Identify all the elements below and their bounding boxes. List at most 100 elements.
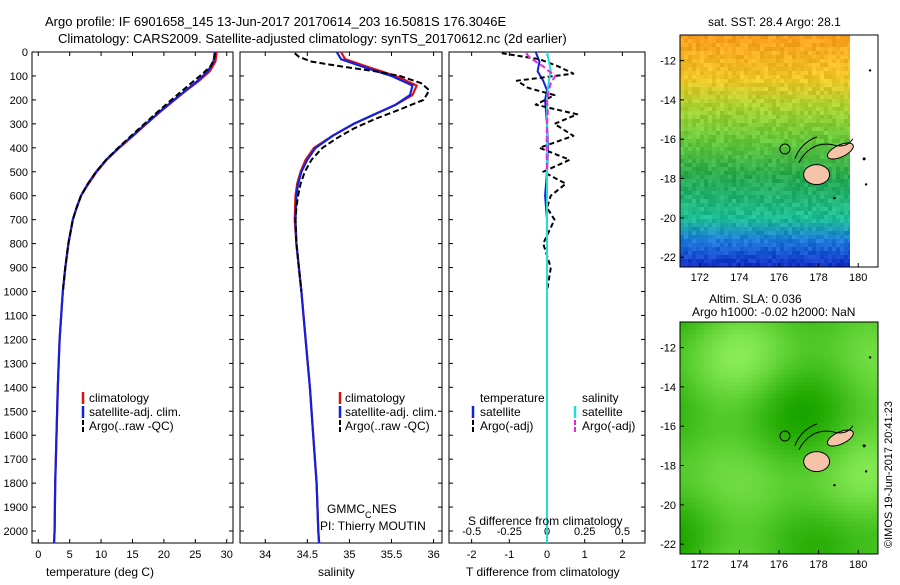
map-cell <box>728 422 733 427</box>
map-cell <box>824 486 829 491</box>
map-cell <box>828 71 833 76</box>
map-cell <box>720 115 725 120</box>
map-cell <box>684 43 689 48</box>
map-cell <box>756 458 761 463</box>
map-cell <box>784 394 789 399</box>
map-cell <box>704 458 709 463</box>
map-cell <box>776 334 781 339</box>
map-cell <box>748 99 753 104</box>
map-cell <box>720 406 725 411</box>
y-tick-label: 1200 <box>4 334 28 346</box>
map-cell <box>820 111 825 116</box>
map-cell <box>748 135 753 140</box>
map-cell <box>756 394 761 399</box>
map-cell <box>728 358 733 363</box>
map-cell <box>760 99 765 104</box>
map-cell <box>848 446 853 451</box>
map-cell <box>732 79 737 84</box>
map-cell <box>768 247 773 252</box>
map-cell <box>772 382 777 387</box>
map-cell <box>768 370 773 375</box>
map-cell <box>688 251 693 256</box>
map-cell <box>784 111 789 116</box>
map-cell <box>792 458 797 463</box>
map-cell <box>832 87 837 92</box>
map-cell <box>712 342 717 347</box>
map-cell <box>792 215 797 220</box>
map-cell <box>768 394 773 399</box>
map-cell <box>692 203 697 208</box>
map-cell <box>804 259 809 264</box>
map-cell <box>736 394 741 399</box>
map-cell <box>756 362 761 367</box>
map-cell <box>688 163 693 168</box>
map-cell <box>856 494 861 499</box>
map-cell <box>680 147 685 152</box>
map-cell <box>704 191 709 196</box>
map-cell <box>840 478 845 483</box>
map-cell <box>696 255 701 260</box>
map-cell <box>700 227 705 232</box>
map-cell <box>824 434 829 439</box>
map-cell <box>696 155 701 160</box>
map-cell <box>856 486 861 491</box>
map-cell <box>708 71 713 76</box>
map-cell <box>840 55 845 60</box>
map-cell <box>820 259 825 264</box>
map-cell <box>740 223 745 228</box>
map-cell <box>712 119 717 124</box>
map-cell <box>804 87 809 92</box>
map-cell <box>756 47 761 52</box>
map-cell <box>768 79 773 84</box>
map-cell <box>688 47 693 52</box>
salinity-xlabel: salinity <box>318 565 355 579</box>
map-cell <box>800 123 805 128</box>
map-cell <box>756 231 761 236</box>
map-cell <box>868 490 873 495</box>
map-cell <box>760 410 765 415</box>
map-cell <box>704 394 709 399</box>
map-cell <box>840 215 845 220</box>
map-cell <box>684 115 689 120</box>
map-cell <box>736 422 741 427</box>
map-cell <box>784 418 789 423</box>
map-cell <box>820 203 825 208</box>
map-cell <box>772 410 777 415</box>
map-cell <box>764 167 769 172</box>
map-cell <box>800 330 805 335</box>
map-cell <box>864 434 869 439</box>
map-cell <box>844 414 849 419</box>
map-cell <box>768 111 773 116</box>
map-cell <box>776 135 781 140</box>
map-cell <box>728 446 733 451</box>
map-cell <box>808 207 813 212</box>
map-cell <box>688 322 693 327</box>
map-cell <box>724 175 729 180</box>
map-cell <box>832 450 837 455</box>
map-cell <box>820 426 825 431</box>
map-cell <box>848 490 853 495</box>
map-cell <box>736 91 741 96</box>
map-cell <box>708 51 713 56</box>
map-cell <box>728 103 733 108</box>
map-cell <box>688 231 693 236</box>
map-cell <box>776 259 781 264</box>
map-cell <box>776 462 781 467</box>
map-cell <box>840 203 845 208</box>
map-cell <box>772 123 777 128</box>
map-cell <box>756 207 761 212</box>
map-cell <box>736 350 741 355</box>
map-cell <box>800 474 805 479</box>
map-cell <box>728 418 733 423</box>
map-cell <box>744 103 749 108</box>
map-cell <box>748 259 753 264</box>
map-cell <box>732 482 737 487</box>
map-cell <box>696 434 701 439</box>
map-cell <box>772 247 777 252</box>
map-cell <box>696 59 701 64</box>
map-cell <box>848 410 853 415</box>
map-cell <box>768 211 773 216</box>
map-cell <box>776 175 781 180</box>
map-cell <box>700 366 705 371</box>
map-cell <box>808 227 813 232</box>
